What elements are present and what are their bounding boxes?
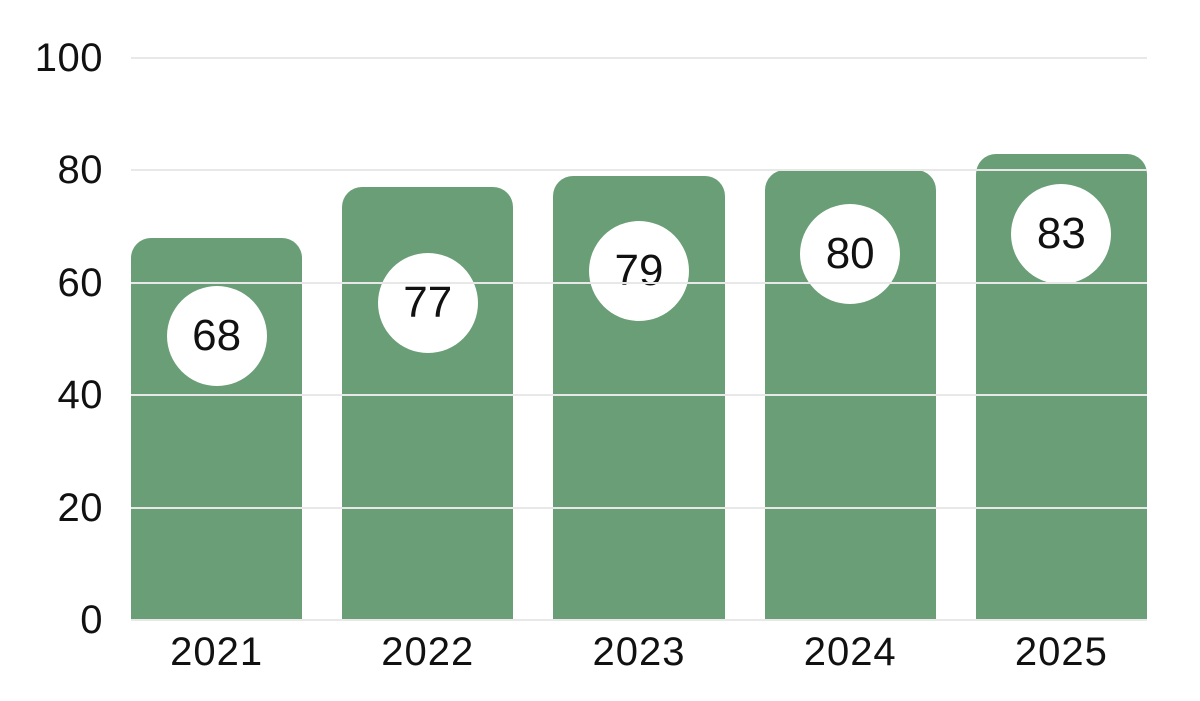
x-tick-label: 2025	[1014, 630, 1108, 674]
gridline	[131, 169, 1147, 172]
bar-2022: 77	[342, 187, 514, 620]
bar-value-circle: 77	[377, 253, 478, 354]
y-tick-label: 60	[57, 260, 103, 305]
x-tick-label: 2021	[170, 630, 264, 674]
y-tick-label: 100	[34, 36, 103, 80]
gridline	[131, 394, 1147, 397]
bar-2021: 68	[131, 237, 303, 620]
gridline	[131, 281, 1147, 284]
bar-value-circle: 83	[1011, 183, 1112, 284]
x-tick-label: 2022	[381, 630, 475, 674]
gridline	[131, 506, 1147, 509]
bar-value-label: 68	[192, 310, 242, 360]
y-tick-label: 80	[57, 148, 103, 193]
bar-value-label: 83	[1036, 208, 1086, 258]
x-tick-label: 2024	[803, 630, 897, 674]
y-tick-label: 0	[80, 598, 103, 642]
bar-value-circle: 68	[166, 285, 267, 386]
x-tick-label: 2023	[592, 630, 686, 674]
bar-2023: 79	[553, 176, 725, 620]
bar-value-label: 80	[825, 229, 875, 279]
bar-value-label: 77	[403, 278, 453, 328]
gridline	[131, 619, 1147, 621]
y-tick-label: 40	[57, 373, 103, 418]
bar-value-circle: 79	[588, 221, 689, 322]
bar-2025: 83	[975, 153, 1147, 620]
bar-value-circle: 80	[800, 204, 901, 305]
bar-value-label: 79	[614, 246, 664, 296]
y-tick-label: 20	[57, 485, 103, 530]
gridline	[131, 57, 1147, 59]
